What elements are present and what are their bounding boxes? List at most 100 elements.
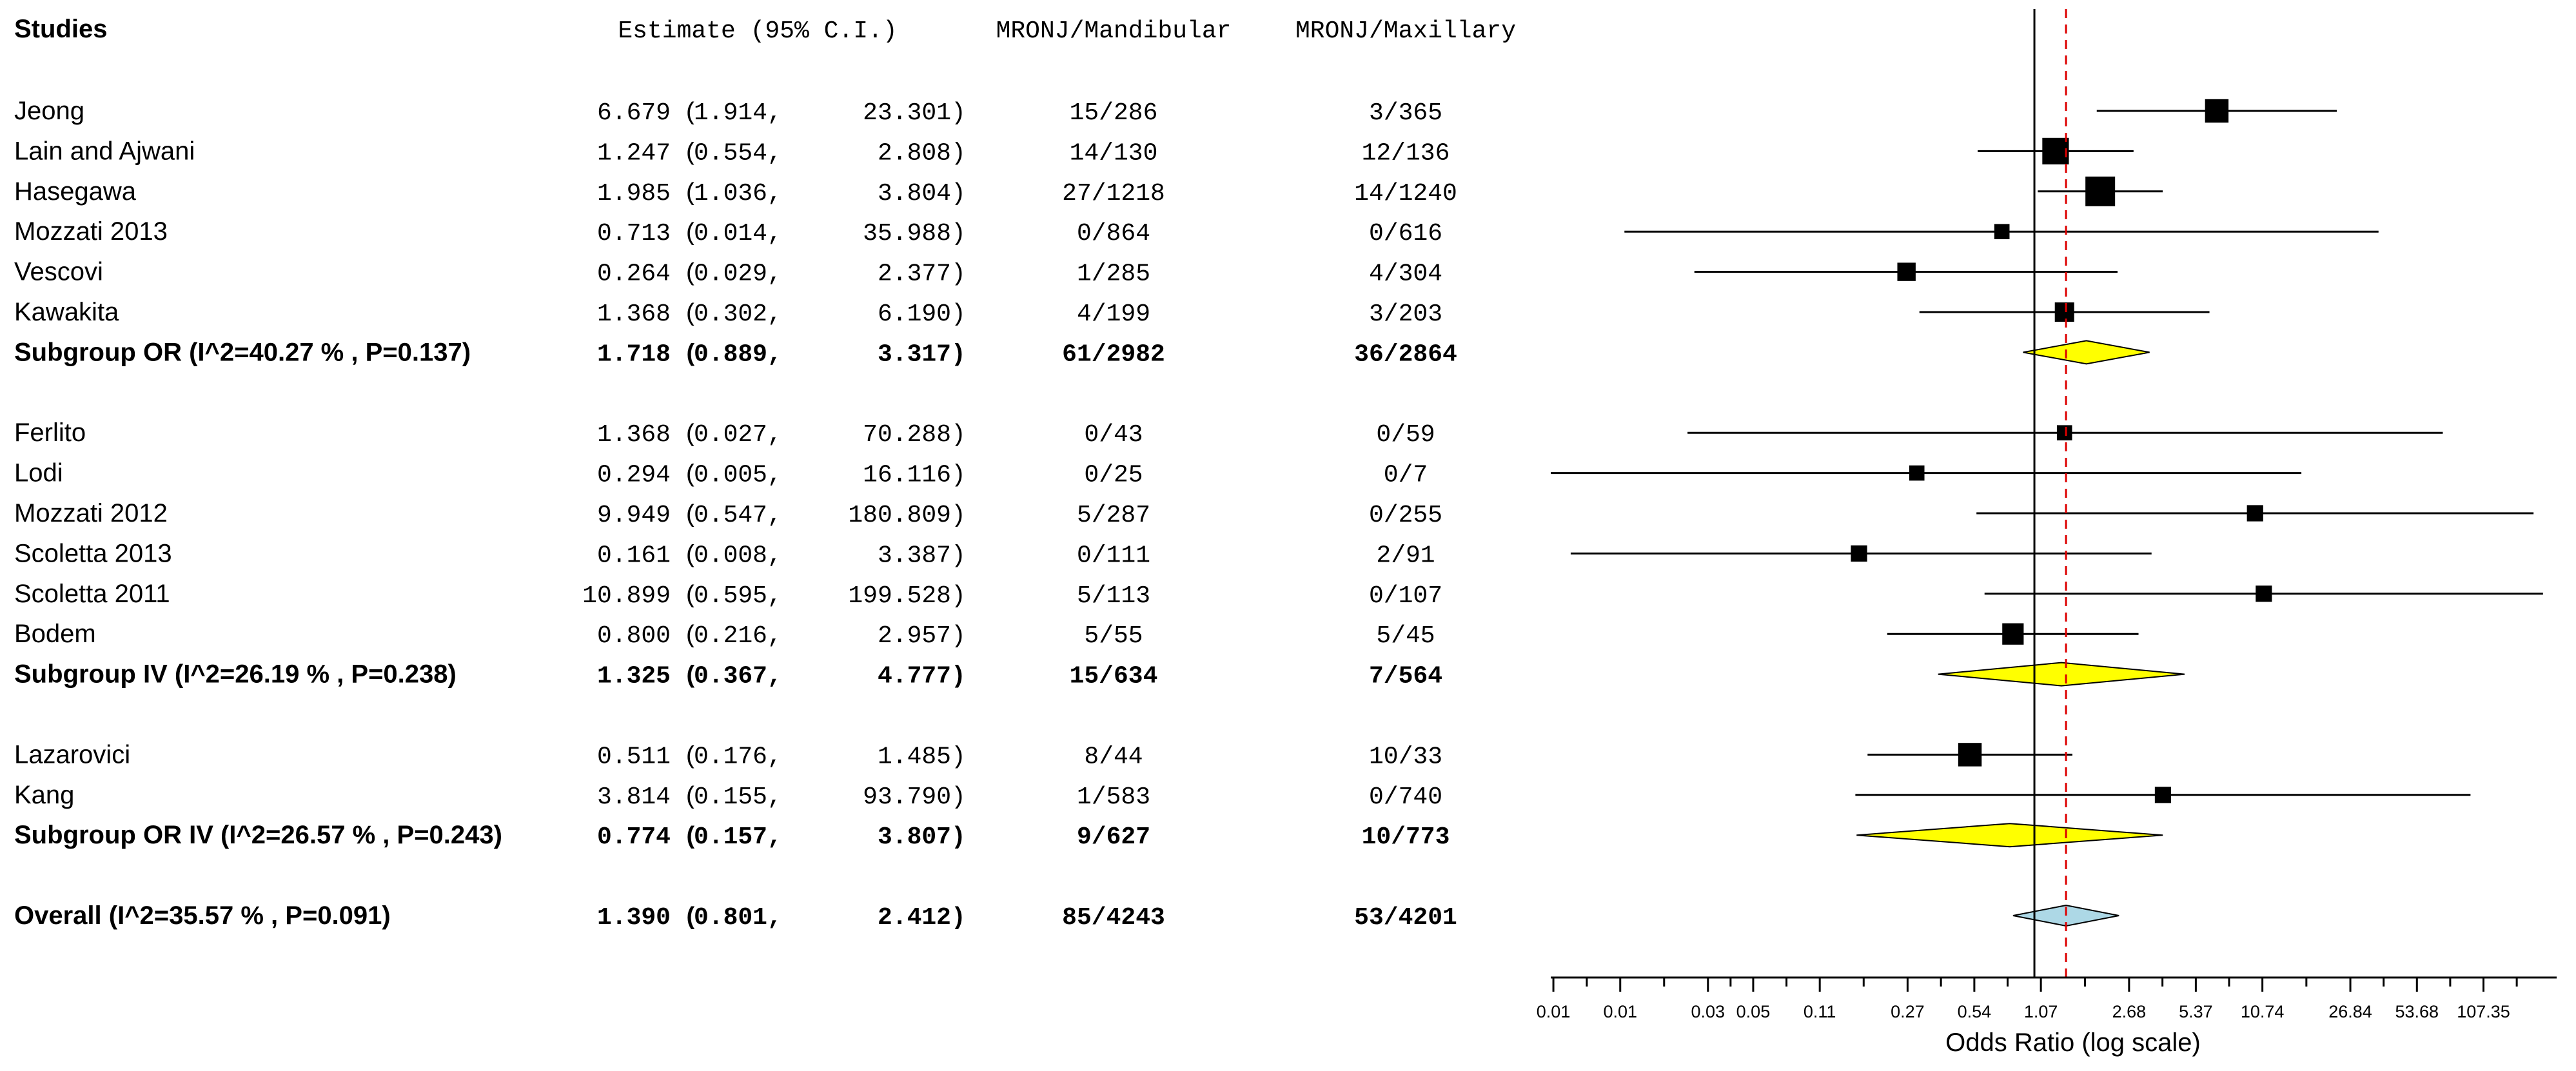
ci-lower-value: 0.029 <box>694 260 767 288</box>
estimate-value: 0.511 <box>597 743 671 771</box>
ci-upper-value: 70.288 <box>863 421 951 449</box>
point-estimate-square <box>2154 787 2172 803</box>
ci-upper-value: 3.317 <box>878 340 951 368</box>
x-tick-label: 0.03 <box>1691 1002 1725 1021</box>
maxillary-count: 5/45 <box>1376 622 1435 650</box>
x-tick-label: 2.68 <box>2112 1002 2147 1021</box>
mandibular-count: 61/2982 <box>1062 340 1165 368</box>
column-headers: Studies Estimate (95% C.I.) MRONJ/Mandib… <box>14 15 1516 45</box>
ci-comma: , <box>767 743 782 771</box>
mandibular-count: 5/287 <box>1077 502 1150 529</box>
header-estimate: Estimate (95% C.I.) <box>618 17 897 45</box>
ci-close-paren: ) <box>951 823 966 851</box>
x-tick-label: 107.35 <box>2457 1002 2510 1021</box>
ci-lower-value: 0.027 <box>694 421 767 449</box>
table-row: Kawakita 1.368 (0.302, 6.190) 4/199 3/203 <box>14 298 1442 328</box>
ci-close-paren: ) <box>951 139 966 167</box>
point-estimate-square <box>1897 262 1916 281</box>
study-label: Ferlito <box>14 418 86 447</box>
ci-comma: , <box>767 180 782 208</box>
maxillary-count: 2/91 <box>1376 542 1435 569</box>
estimate-value: 1.247 <box>597 139 671 167</box>
estimate-value: 1.368 <box>597 421 671 449</box>
ci-comma: , <box>767 823 782 851</box>
study-label: Scoletta 2013 <box>14 539 172 567</box>
maxillary-count: 7/564 <box>1369 663 1442 691</box>
mandibular-count: 0/864 <box>1077 220 1150 248</box>
x-tick-label: 0.05 <box>1736 1002 1771 1021</box>
ci-open-paren: ( <box>683 663 698 691</box>
ci-upper-value: 6.190 <box>878 300 951 328</box>
ci-comma: , <box>767 300 782 328</box>
ci-close-paren: ) <box>951 622 966 650</box>
estimate-value: 0.161 <box>597 542 671 569</box>
ci-lower-value: 0.155 <box>694 783 767 811</box>
mandibular-count: 1/285 <box>1077 260 1150 288</box>
mandibular-count: 0/25 <box>1084 462 1143 489</box>
point-estimate-square <box>2256 585 2272 602</box>
point-estimate-square <box>2205 99 2229 123</box>
ci-lower-value: 0.216 <box>694 622 767 650</box>
ci-close-paren: ) <box>951 582 966 610</box>
study-label: Bodem <box>14 620 96 648</box>
ci-lower-value: 0.157 <box>694 823 767 851</box>
ci-comma: , <box>767 622 782 650</box>
maxillary-count: 53/4201 <box>1354 904 1457 932</box>
overall-row: Overall (I^2=35.57 % , P=0.091) 1.390 (0.8… <box>14 901 1457 932</box>
ci-lower-value: 0.008 <box>694 542 767 569</box>
maxillary-count: 0/59 <box>1376 421 1435 449</box>
ci-lower-value: 0.801 <box>694 904 767 932</box>
estimate-value: 1.985 <box>597 180 671 208</box>
estimate-value: 1.390 <box>597 904 671 932</box>
mandibular-count: 15/634 <box>1070 663 1158 691</box>
table-row: Scoletta 2013 0.161 (0.008, 3.387) 0/111 2/91 <box>14 539 1435 569</box>
header-mandibular: MRONJ/Mandibular <box>996 17 1232 45</box>
x-axis-label: Odds Ratio (log scale) <box>1945 1028 2201 1057</box>
ci-comma: , <box>767 421 782 449</box>
ci-close-paren: ) <box>951 300 966 328</box>
ci-upper-value: 2.808 <box>878 139 951 167</box>
ci-close-paren: ) <box>951 462 966 489</box>
ci-upper-value: 2.957 <box>878 622 951 650</box>
study-label: Lazarovici <box>14 740 130 769</box>
mandibular-count: 4/199 <box>1077 300 1150 328</box>
ci-close-paren: ) <box>951 340 966 368</box>
ci-open-paren: ( <box>683 622 698 650</box>
ci-close-paren: ) <box>951 743 966 771</box>
ci-comma: , <box>767 542 782 569</box>
ci-comma: , <box>767 220 782 248</box>
ci-lower-value: 0.554 <box>694 139 767 167</box>
study-label: Kawakita <box>14 298 119 326</box>
ci-lower-value: 0.176 <box>694 743 767 771</box>
x-tick-label: 1.07 <box>2024 1002 2058 1021</box>
ci-close-paren: ) <box>951 783 966 811</box>
study-label: Jeong <box>14 97 84 125</box>
maxillary-count: 10/773 <box>1362 823 1450 851</box>
mandibular-count: 5/55 <box>1084 622 1143 650</box>
x-tick-label: 0.11 <box>1804 1002 1836 1021</box>
table-row: Vescovi 0.264 (0.029, 2.377) 1/285 4/304 <box>14 258 1442 288</box>
estimate-value: 0.713 <box>597 220 671 248</box>
maxillary-count: 14/1240 <box>1354 180 1457 208</box>
ci-lower-value: 0.005 <box>694 462 767 489</box>
point-estimate-square <box>2085 176 2116 206</box>
ci-lower-value: 1.036 <box>694 180 767 208</box>
x-tick-label: 26.84 <box>2328 1002 2372 1021</box>
subgroup-diamond <box>1938 662 2185 687</box>
ci-close-paren: ) <box>951 502 966 529</box>
ci-open-paren: ( <box>683 99 698 127</box>
ci-open-paren: ( <box>683 823 698 851</box>
study-label: Lodi <box>14 459 63 487</box>
ci-close-paren: ) <box>951 99 966 127</box>
x-tick-label: 53.68 <box>2395 1002 2439 1021</box>
estimate-value: 3.814 <box>597 783 671 811</box>
mandibular-count: 5/113 <box>1077 582 1150 610</box>
estimate-value: 1.718 <box>597 340 671 368</box>
maxillary-count: 0/740 <box>1369 783 1442 811</box>
ci-close-paren: ) <box>951 260 966 288</box>
estimate-value: 9.949 <box>597 502 671 529</box>
x-tick-label: 5.37 <box>2179 1002 2213 1021</box>
point-estimate-square <box>2002 623 2024 645</box>
estimate-value: 1.325 <box>597 663 671 691</box>
